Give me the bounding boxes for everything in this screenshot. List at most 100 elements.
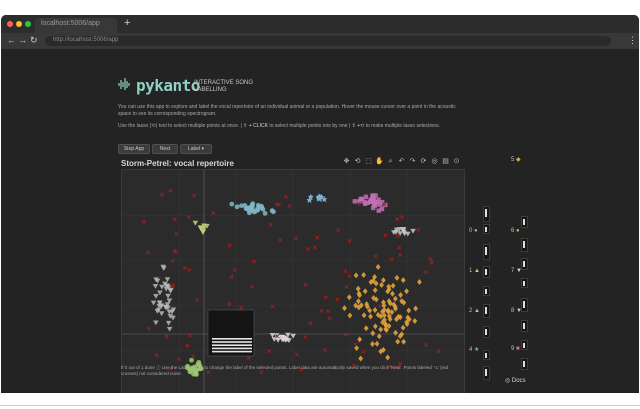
scatter-point[interactable] xyxy=(383,326,389,333)
scatter-point[interactable] xyxy=(239,305,243,310)
scatter-point[interactable] xyxy=(191,354,196,359)
scatter-point[interactable] xyxy=(186,215,191,219)
scatter-point[interactable] xyxy=(141,219,146,224)
docs-link[interactable]: ◎ Docs xyxy=(505,377,526,384)
scatter-point[interactable] xyxy=(353,272,359,279)
scatter-point[interactable] xyxy=(246,210,252,216)
scatter-point[interactable] xyxy=(307,193,314,200)
scatter-point[interactable] xyxy=(376,208,381,213)
scatter-point[interactable] xyxy=(327,316,332,321)
scatter-point[interactable] xyxy=(394,274,400,281)
scatter-point[interactable] xyxy=(400,215,404,220)
scatter-point[interactable] xyxy=(365,303,370,310)
scatter-point[interactable] xyxy=(390,230,397,236)
scatter-point[interactable] xyxy=(197,225,204,231)
scatter-point[interactable] xyxy=(352,363,357,368)
scatter-point[interactable] xyxy=(385,288,391,295)
legend-item[interactable]: 1 ▲ xyxy=(469,268,480,274)
minimize-window-button[interactable] xyxy=(16,21,22,27)
stop-app-button[interactable]: Stop App xyxy=(118,144,150,154)
scatter-point[interactable] xyxy=(343,269,348,274)
scatter-point[interactable] xyxy=(167,314,174,319)
scatter-point[interactable] xyxy=(278,237,283,242)
scatter-point[interactable] xyxy=(277,202,281,207)
scatter-point[interactable] xyxy=(428,257,433,261)
scatter-point[interactable] xyxy=(172,217,177,222)
scatter-point[interactable] xyxy=(385,354,391,361)
scatter-point[interactable] xyxy=(155,307,162,313)
scatter-point[interactable] xyxy=(192,220,199,226)
scatter-point[interactable] xyxy=(367,307,373,314)
scatter-point[interactable] xyxy=(162,305,169,310)
scatter-point[interactable] xyxy=(354,345,360,352)
scatter-point[interactable] xyxy=(378,326,384,333)
scatter-point[interactable] xyxy=(379,199,385,205)
scatter-point[interactable] xyxy=(400,228,407,233)
scatter-point[interactable] xyxy=(373,254,378,259)
scatter-point[interactable] xyxy=(378,348,384,355)
scatter-point[interactable] xyxy=(363,325,369,332)
scatter-point[interactable] xyxy=(374,340,380,347)
scatter-point[interactable] xyxy=(269,222,273,227)
scatter-point[interactable] xyxy=(399,331,405,338)
scatter-point[interactable] xyxy=(390,282,396,289)
scatter-point[interactable] xyxy=(174,231,179,236)
scatter-point[interactable] xyxy=(404,288,409,295)
scatter-point[interactable] xyxy=(271,337,278,342)
legend-item[interactable]: 4 ★ xyxy=(469,346,479,353)
scatter-point[interactable] xyxy=(153,320,159,326)
forward-arrow-icon[interactable]: → xyxy=(18,35,27,45)
legend-item[interactable]: 2 ▲ xyxy=(469,308,480,314)
scatter-point[interactable] xyxy=(347,312,353,319)
scatter-point[interactable] xyxy=(308,321,313,325)
scatter-point[interactable] xyxy=(416,227,421,232)
scatter-point[interactable] xyxy=(290,333,296,339)
scatter-point[interactable] xyxy=(375,200,381,205)
scatter-point[interactable] xyxy=(393,227,400,233)
scatter-point[interactable] xyxy=(383,322,389,329)
new-tab-button[interactable]: + xyxy=(124,17,131,29)
scatter-point[interactable] xyxy=(372,306,378,313)
scatter-point[interactable] xyxy=(368,313,373,320)
scatter-point[interactable] xyxy=(395,338,401,345)
scatter-point[interactable] xyxy=(386,283,392,290)
scatter-point[interactable] xyxy=(171,283,176,288)
reload-icon[interactable]: ↻ xyxy=(30,35,38,45)
scatter-point[interactable] xyxy=(398,361,403,366)
scatter-point[interactable] xyxy=(381,299,386,306)
scatter-point[interactable] xyxy=(361,272,367,279)
scatter-point[interactable] xyxy=(406,307,412,314)
scatter-point[interactable] xyxy=(417,278,422,285)
scatter-point[interactable] xyxy=(158,311,165,317)
label-dropdown-button[interactable]: Label ▾ xyxy=(180,144,212,154)
lasso-icon[interactable]: ⟲ xyxy=(354,158,361,165)
scatter-point[interactable] xyxy=(227,302,232,306)
zoom-icon[interactable]: ⌕ xyxy=(388,158,393,165)
scatter-point[interactable] xyxy=(358,355,364,362)
scatter-point[interactable] xyxy=(373,202,378,208)
scatter-point[interactable] xyxy=(373,193,378,198)
legend-item[interactable]: 9 ■ xyxy=(511,346,520,352)
scatter-point[interactable] xyxy=(412,317,418,324)
scatter-point[interactable] xyxy=(391,301,397,308)
scatter-point[interactable] xyxy=(361,349,366,354)
scatter-point[interactable] xyxy=(286,338,292,344)
undo-icon[interactable]: ↶ xyxy=(398,158,405,165)
scatter-point[interactable] xyxy=(372,273,377,280)
scatter-point[interactable] xyxy=(332,365,337,370)
next-button[interactable]: Next xyxy=(152,144,178,154)
scatter-point[interactable] xyxy=(146,326,151,331)
scatter-point[interactable] xyxy=(405,231,411,237)
scatter-point[interactable] xyxy=(321,196,328,203)
scatter-point[interactable] xyxy=(352,199,358,204)
box-select-icon[interactable]: ⬚ xyxy=(365,158,372,165)
scatter-point[interactable] xyxy=(376,333,382,340)
scatter-point[interactable] xyxy=(356,202,361,207)
scatter-point[interactable] xyxy=(201,223,207,229)
legend-item[interactable]: 5 ◆ xyxy=(511,156,521,163)
scatter-point[interactable] xyxy=(398,252,402,257)
scatter-point[interactable] xyxy=(254,206,260,212)
scatter-point[interactable] xyxy=(192,193,197,198)
save-icon[interactable]: ▤ xyxy=(442,158,449,165)
scatter-point[interactable] xyxy=(154,353,159,358)
